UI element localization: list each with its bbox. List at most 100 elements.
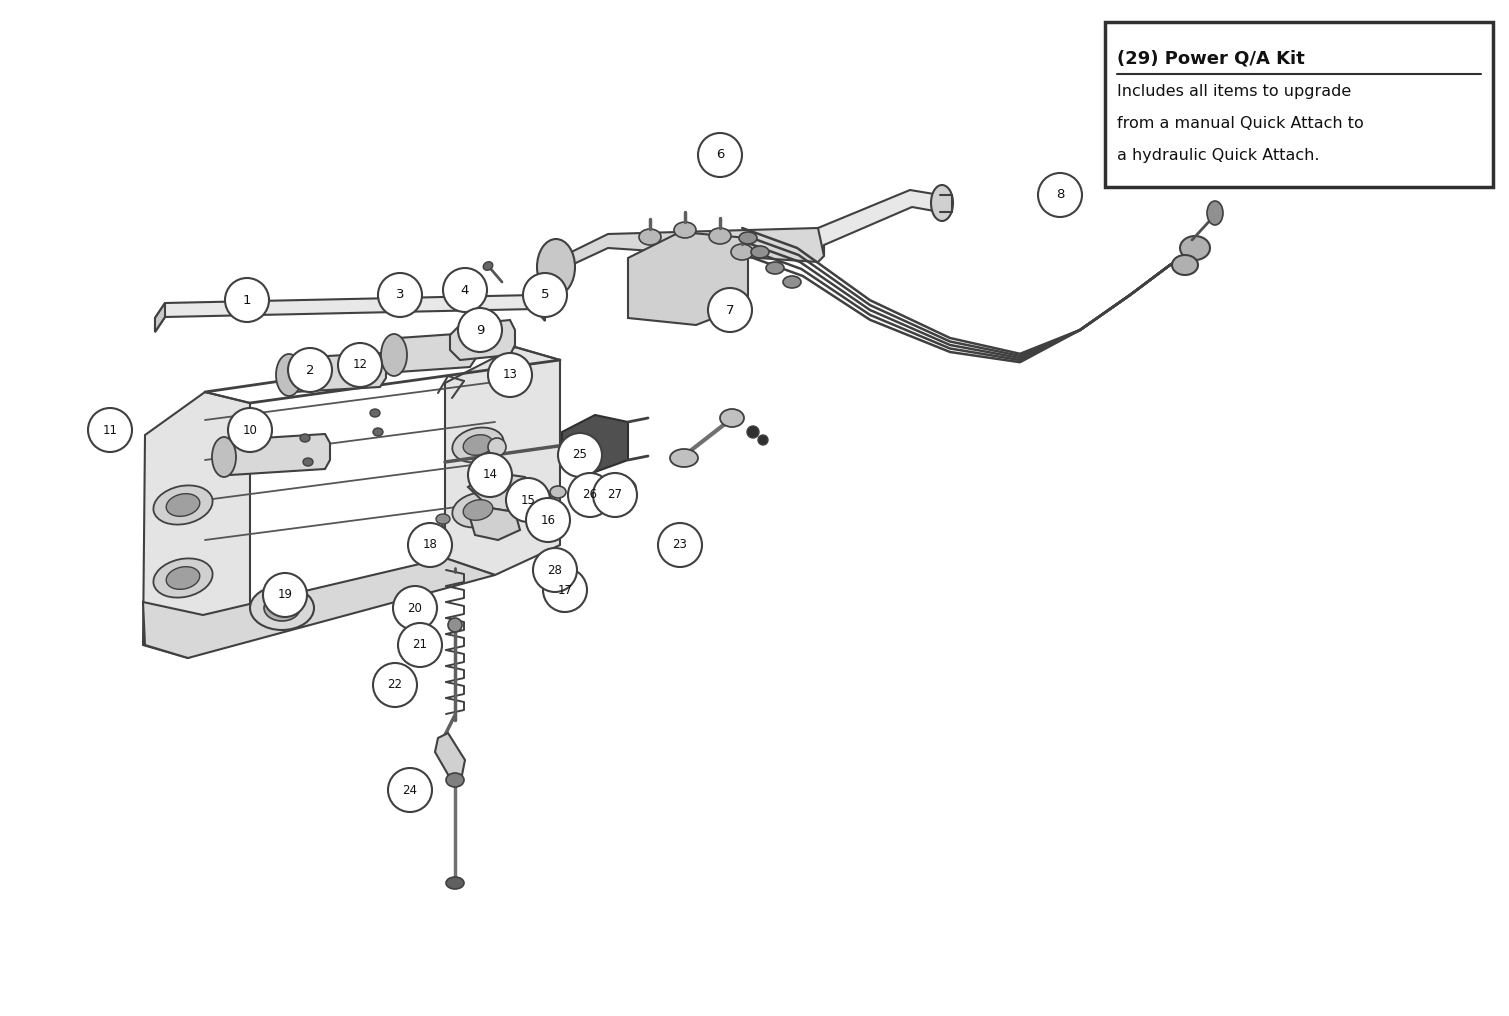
- FancyBboxPatch shape: [1105, 22, 1492, 187]
- Ellipse shape: [730, 244, 753, 260]
- Ellipse shape: [211, 437, 235, 477]
- Text: 14: 14: [483, 468, 498, 482]
- Ellipse shape: [166, 494, 199, 516]
- Polygon shape: [220, 434, 330, 475]
- Circle shape: [558, 433, 602, 477]
- Text: 11: 11: [103, 424, 118, 437]
- Ellipse shape: [453, 493, 504, 527]
- Ellipse shape: [453, 428, 504, 462]
- Text: 7: 7: [726, 304, 735, 317]
- Text: 18: 18: [423, 538, 438, 552]
- Ellipse shape: [1180, 236, 1210, 260]
- Ellipse shape: [783, 276, 801, 288]
- Ellipse shape: [751, 246, 770, 258]
- Polygon shape: [549, 228, 824, 275]
- Polygon shape: [450, 320, 515, 360]
- Text: 1: 1: [243, 294, 252, 307]
- Circle shape: [338, 343, 382, 387]
- Ellipse shape: [739, 232, 758, 244]
- Ellipse shape: [608, 478, 635, 498]
- Circle shape: [567, 473, 613, 517]
- Ellipse shape: [447, 877, 463, 889]
- Ellipse shape: [154, 486, 213, 524]
- Polygon shape: [155, 303, 164, 332]
- Circle shape: [228, 408, 272, 452]
- Text: 6: 6: [715, 148, 724, 162]
- Ellipse shape: [436, 514, 450, 524]
- Text: 15: 15: [521, 494, 536, 507]
- Circle shape: [459, 308, 502, 352]
- Ellipse shape: [264, 595, 300, 621]
- Circle shape: [708, 288, 751, 332]
- Text: a hydraulic Quick Attach.: a hydraulic Quick Attach.: [1117, 148, 1319, 163]
- Ellipse shape: [487, 438, 506, 456]
- Ellipse shape: [370, 409, 380, 417]
- Text: 17: 17: [557, 583, 572, 596]
- Polygon shape: [628, 232, 748, 325]
- Ellipse shape: [1207, 201, 1222, 225]
- Text: 19: 19: [278, 588, 293, 601]
- Circle shape: [225, 278, 269, 322]
- Text: (29) Power Q/A Kit: (29) Power Q/A Kit: [1117, 50, 1305, 68]
- Text: 27: 27: [608, 489, 623, 502]
- Ellipse shape: [463, 500, 493, 520]
- Ellipse shape: [373, 428, 383, 436]
- Circle shape: [468, 453, 512, 497]
- Circle shape: [392, 586, 438, 630]
- Circle shape: [699, 133, 742, 177]
- Ellipse shape: [539, 571, 558, 585]
- Text: 25: 25: [572, 448, 587, 461]
- Ellipse shape: [537, 239, 575, 295]
- Ellipse shape: [931, 185, 954, 221]
- Circle shape: [527, 498, 570, 542]
- Ellipse shape: [380, 334, 407, 376]
- Polygon shape: [285, 353, 386, 392]
- Polygon shape: [818, 190, 940, 256]
- Ellipse shape: [555, 602, 570, 612]
- Ellipse shape: [549, 486, 566, 498]
- Text: from a manual Quick Attach to: from a manual Quick Attach to: [1117, 116, 1364, 131]
- Text: Includes all items to upgrade: Includes all items to upgrade: [1117, 84, 1351, 99]
- Polygon shape: [143, 558, 495, 658]
- Circle shape: [1038, 173, 1082, 217]
- Ellipse shape: [545, 575, 552, 581]
- Text: 16: 16: [540, 513, 555, 526]
- Text: 5: 5: [540, 289, 549, 302]
- Ellipse shape: [276, 354, 302, 396]
- Polygon shape: [445, 347, 560, 575]
- Text: 20: 20: [407, 601, 423, 615]
- Circle shape: [407, 523, 453, 567]
- Circle shape: [533, 548, 576, 592]
- Ellipse shape: [670, 449, 699, 467]
- Polygon shape: [389, 333, 475, 372]
- Ellipse shape: [767, 262, 785, 274]
- Text: 12: 12: [353, 359, 368, 372]
- Text: 22: 22: [388, 679, 403, 692]
- Circle shape: [288, 348, 332, 392]
- Circle shape: [487, 353, 533, 397]
- Text: 8: 8: [1056, 189, 1064, 201]
- Ellipse shape: [300, 434, 309, 442]
- Circle shape: [377, 273, 423, 317]
- Circle shape: [658, 523, 702, 567]
- Ellipse shape: [303, 458, 312, 466]
- Text: 24: 24: [403, 783, 418, 797]
- Text: 21: 21: [412, 638, 427, 651]
- Ellipse shape: [747, 426, 759, 438]
- Ellipse shape: [638, 229, 661, 245]
- Circle shape: [88, 408, 131, 452]
- Ellipse shape: [720, 409, 744, 427]
- Text: 4: 4: [460, 283, 469, 297]
- Circle shape: [263, 573, 306, 617]
- Ellipse shape: [1172, 255, 1198, 275]
- Circle shape: [524, 273, 567, 317]
- Ellipse shape: [447, 773, 463, 787]
- Circle shape: [373, 663, 416, 707]
- Circle shape: [593, 473, 637, 517]
- Ellipse shape: [154, 559, 213, 597]
- Polygon shape: [435, 733, 465, 778]
- Text: 3: 3: [395, 289, 404, 302]
- Text: 2: 2: [306, 364, 314, 377]
- Polygon shape: [468, 472, 536, 512]
- Ellipse shape: [675, 223, 696, 238]
